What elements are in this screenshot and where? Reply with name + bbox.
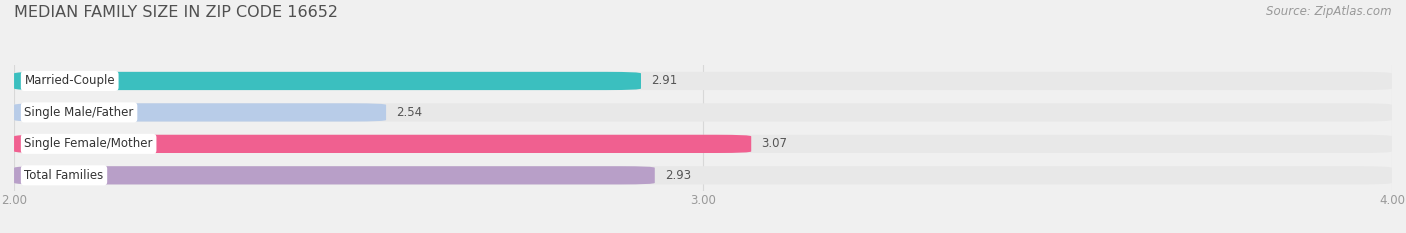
Text: Total Families: Total Families (24, 169, 104, 182)
FancyBboxPatch shape (14, 72, 641, 90)
FancyBboxPatch shape (14, 166, 655, 185)
Text: Married-Couple: Married-Couple (24, 75, 115, 87)
FancyBboxPatch shape (14, 166, 1392, 185)
Text: 2.93: 2.93 (665, 169, 692, 182)
FancyBboxPatch shape (14, 103, 387, 122)
Text: 3.07: 3.07 (762, 137, 787, 150)
Text: MEDIAN FAMILY SIZE IN ZIP CODE 16652: MEDIAN FAMILY SIZE IN ZIP CODE 16652 (14, 5, 337, 20)
Text: Source: ZipAtlas.com: Source: ZipAtlas.com (1267, 5, 1392, 18)
Text: Single Female/Mother: Single Female/Mother (24, 137, 153, 150)
Text: 2.91: 2.91 (651, 75, 678, 87)
FancyBboxPatch shape (14, 135, 1392, 153)
Text: Single Male/Father: Single Male/Father (24, 106, 134, 119)
FancyBboxPatch shape (14, 135, 751, 153)
FancyBboxPatch shape (14, 103, 1392, 122)
Text: 2.54: 2.54 (396, 106, 423, 119)
FancyBboxPatch shape (14, 72, 1392, 90)
